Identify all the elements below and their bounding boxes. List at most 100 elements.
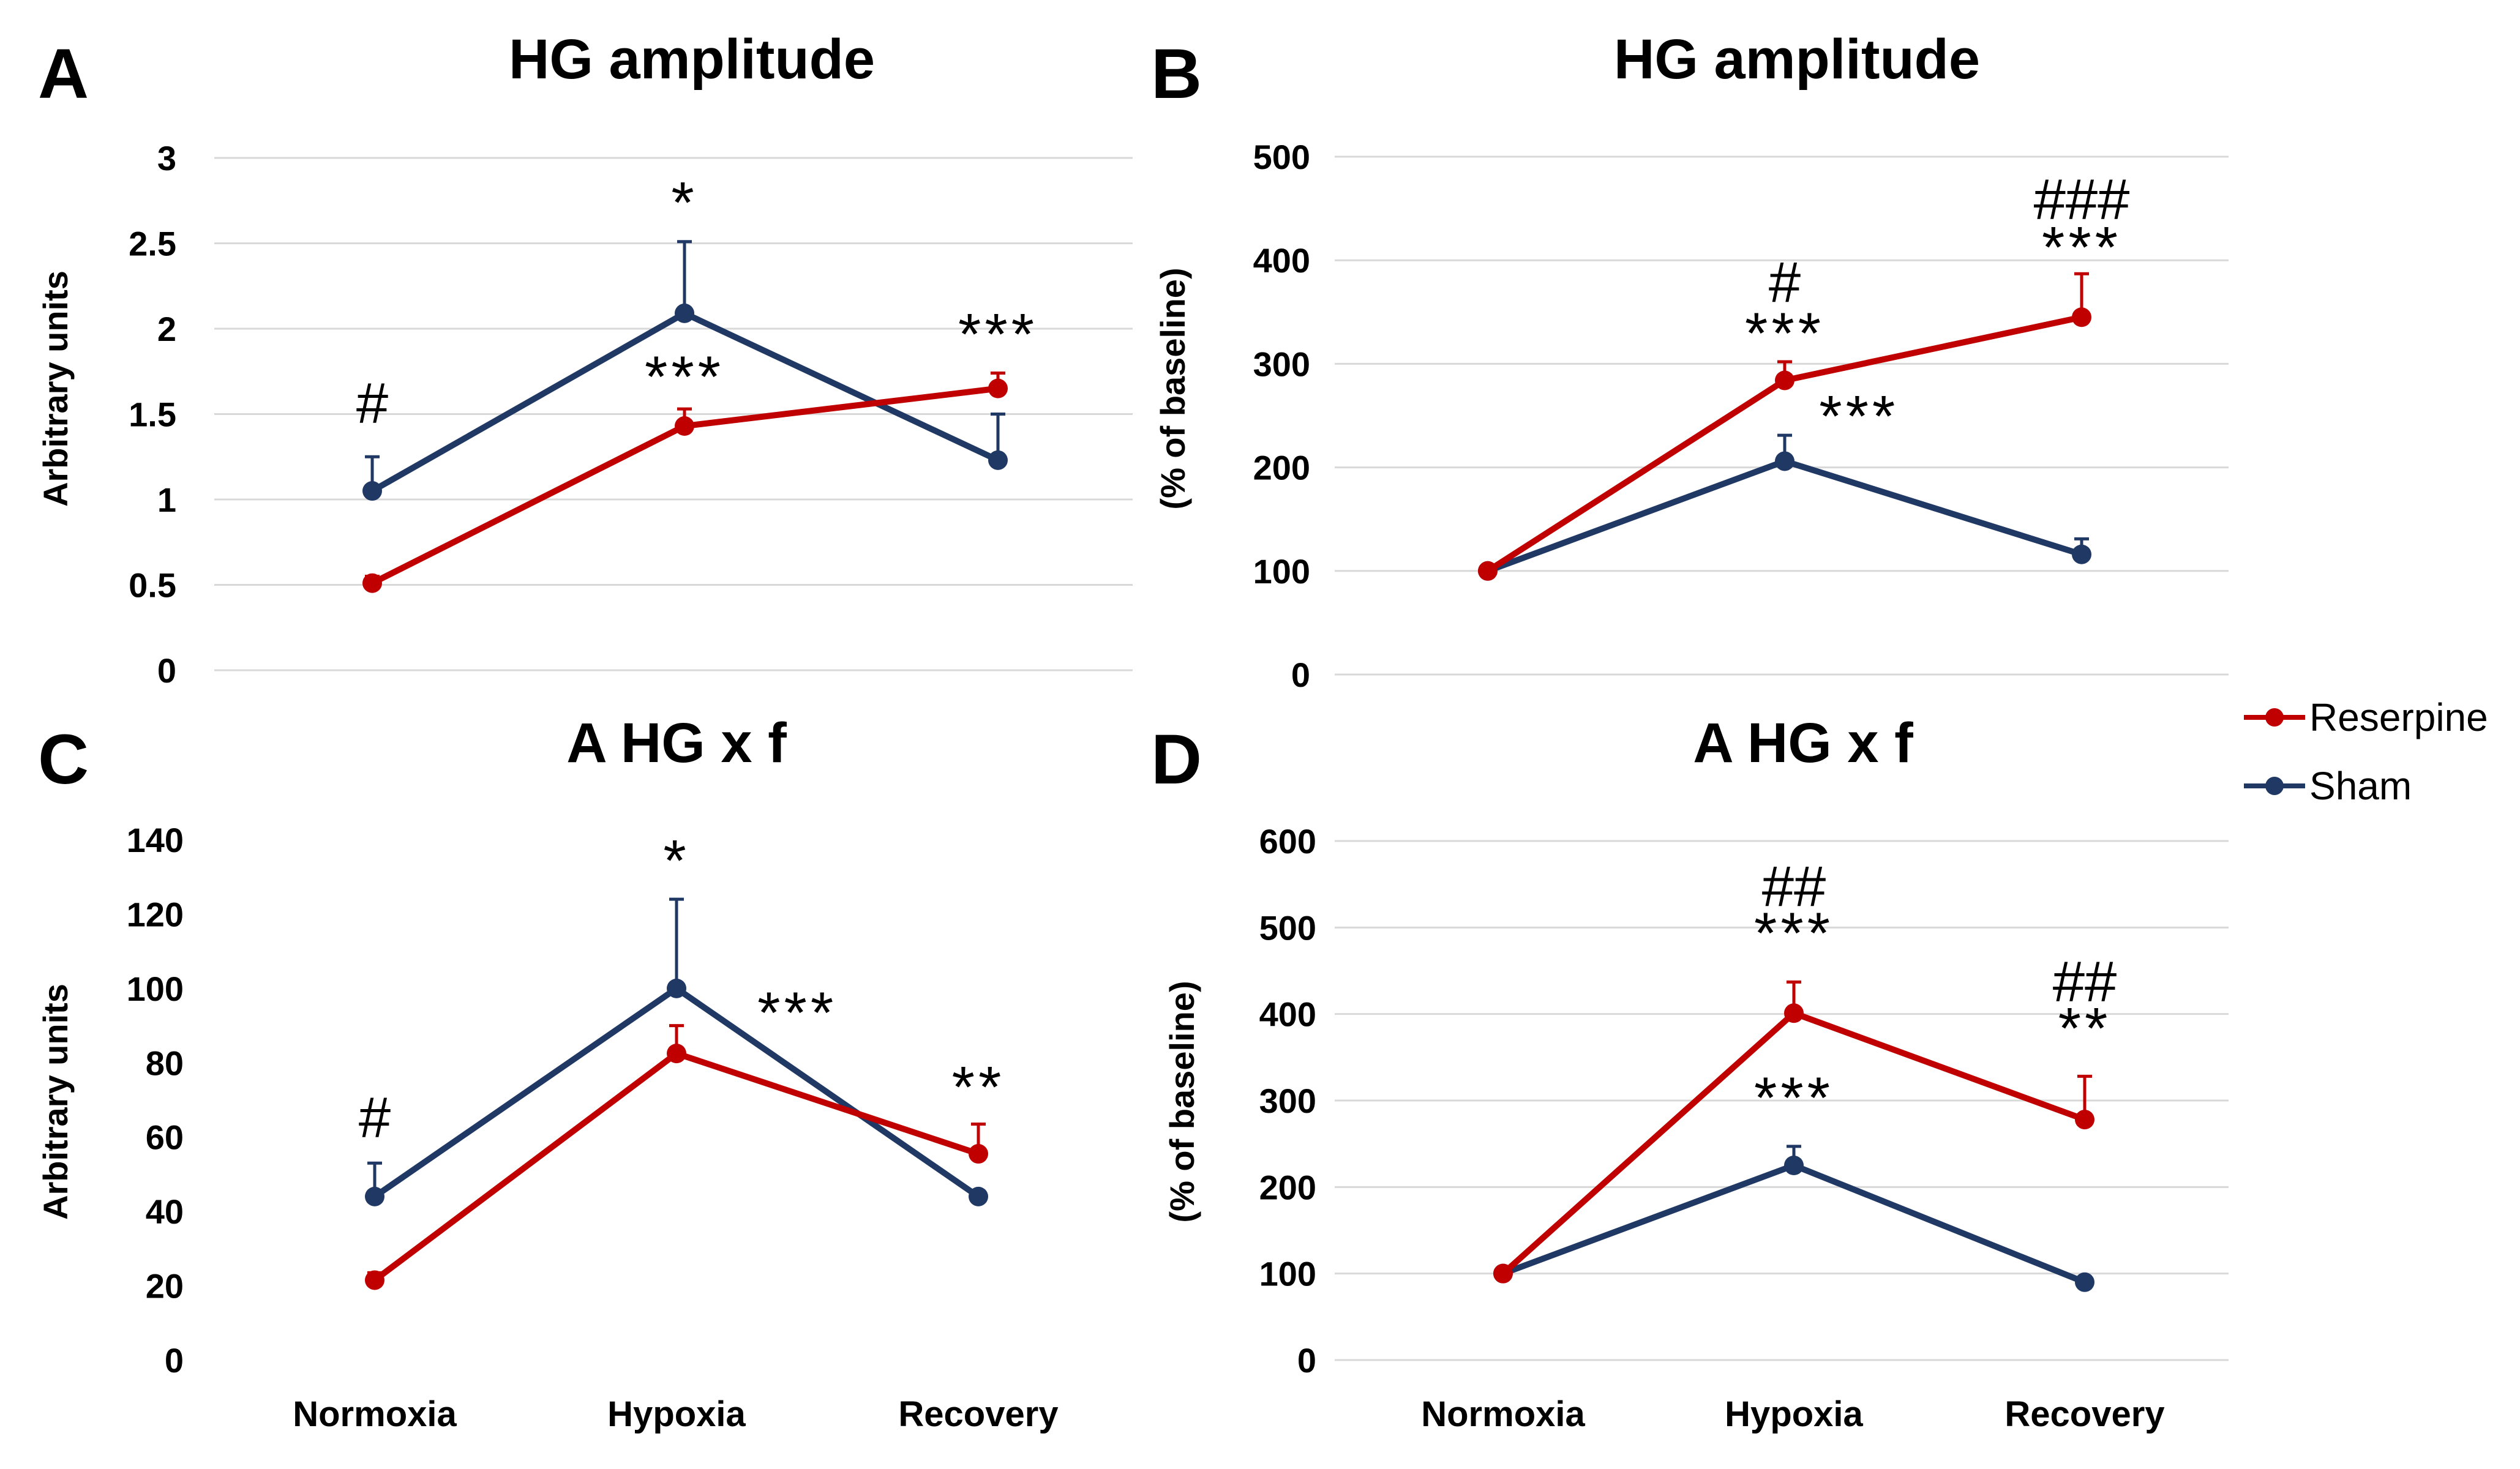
- annotation-c-2: ***: [757, 981, 837, 1046]
- point-c-sham-normoxia: [365, 1186, 384, 1206]
- y-tick-d-6: 600: [1259, 822, 1316, 861]
- annotation-a-0: #: [356, 370, 388, 435]
- y-tick-b-2: 200: [1253, 449, 1310, 487]
- point-d-reserpine-recovery: [2075, 1110, 2094, 1130]
- y-tick-a-1: 0.5: [129, 566, 176, 605]
- point-a-sham-normoxia: [362, 481, 382, 501]
- legend-reserpine-label: Reserpine: [2309, 695, 2488, 739]
- panel-c-ylabel: Arbitrary units: [36, 984, 75, 1220]
- series-line-d-sham: [1502, 1162, 2086, 1285]
- y-tick-b-3: 300: [1253, 345, 1310, 383]
- panel-b-ylabel: (% of baseline): [1153, 267, 1192, 509]
- legend-sham-marker: [2265, 777, 2284, 795]
- y-tick-b-1: 100: [1253, 552, 1310, 591]
- annotation-c-0: #: [359, 1085, 391, 1149]
- point-b-reserpine-hypoxia: [1775, 370, 1794, 391]
- annotation-b-4: ***: [2042, 215, 2121, 280]
- panel-letter-d: D: [1151, 720, 1202, 799]
- point-d-reserpine-normoxia: [1493, 1263, 1513, 1284]
- panel-c-title: A HG x f: [566, 712, 787, 774]
- y-tick-c-2: 40: [146, 1192, 184, 1231]
- point-c-sham-hypoxia: [667, 978, 686, 998]
- point-c-reserpine-recovery: [969, 1144, 988, 1164]
- y-tick-a-3: 1.5: [129, 395, 176, 434]
- y-tick-b-4: 400: [1253, 241, 1310, 280]
- y-tick-c-6: 120: [127, 895, 184, 933]
- annotation-a-1: *: [671, 170, 697, 236]
- series-line-c-reserpine: [372, 1050, 980, 1283]
- annotation-d-4: **: [2058, 996, 2112, 1061]
- panel-a-ylabel: Arbitrary units: [36, 271, 75, 507]
- point-d-reserpine-hypoxia: [1784, 1003, 1804, 1023]
- annotation-a-2: ***: [645, 345, 724, 410]
- x-tick-d-normoxia: Normoxia: [1421, 1394, 1585, 1434]
- y-tick-b-5: 500: [1253, 138, 1310, 176]
- x-tick-c-normoxia: Normoxia: [293, 1394, 457, 1434]
- y-tick-b-0: 0: [1291, 656, 1310, 694]
- y-tick-d-3: 300: [1259, 1082, 1316, 1120]
- y-tick-a-5: 2.5: [129, 225, 176, 263]
- panel-letter-b: B: [1151, 35, 1202, 113]
- y-tick-c-0: 0: [165, 1341, 184, 1380]
- point-a-sham-hypoxia: [675, 303, 694, 323]
- point-c-sham-recovery: [969, 1186, 988, 1206]
- annotation-b-3: ###: [2034, 167, 2130, 231]
- legend-reserpine-marker: [2265, 708, 2284, 727]
- annotation-b-0: #: [1769, 250, 1801, 314]
- x-tick-d-recovery: Recovery: [2004, 1394, 2164, 1434]
- legend-item-reserpine: Reserpine: [2244, 695, 2488, 739]
- panel-d-plot: 0 100 200 300 400 500 600 Normoxia Hypoxia Recove…: [1259, 822, 2229, 1434]
- point-a-sham-recovery: [988, 450, 1008, 470]
- y-tick-a-4: 2: [157, 310, 176, 348]
- panel-b-title: HG amplitude: [1614, 28, 1980, 91]
- x-tick-c-hypoxia: Hypoxia: [607, 1394, 746, 1434]
- point-b-sham-recovery: [2072, 544, 2091, 564]
- panel-a-plot: 00.511.522.53#*******: [129, 139, 1133, 690]
- point-a-reserpine-normoxia: [362, 573, 382, 593]
- y-tick-d-0: 0: [1297, 1341, 1316, 1380]
- y-tick-c-1: 20: [146, 1267, 184, 1306]
- point-a-reserpine-recovery: [988, 378, 1008, 398]
- point-c-reserpine-normoxia: [365, 1270, 384, 1290]
- y-tick-d-2: 200: [1259, 1168, 1316, 1206]
- point-b-reserpine-recovery: [2072, 307, 2091, 327]
- panel-c: C A HG x f Arbitrary units 0 20 40 60 80 100 1…: [36, 712, 1059, 1434]
- panel-letter-c: C: [38, 720, 89, 799]
- x-tick-d-hypoxia: Hypoxia: [1725, 1394, 1863, 1434]
- panel-d: D A HG x f (% of baseline) 0 100 200 300 400…: [1151, 712, 2229, 1434]
- y-tick-a-6: 3: [157, 139, 176, 178]
- series-line-d-reserpine: [1501, 1010, 2086, 1276]
- annotation-d-0: ##: [1762, 854, 1826, 918]
- y-tick-d-5: 500: [1259, 908, 1316, 947]
- panel-d-title: A HG x f: [1693, 712, 1913, 774]
- y-tick-d-1: 100: [1259, 1255, 1316, 1293]
- y-tick-a-0: 0: [157, 651, 176, 690]
- annotation-a-3: ***: [958, 302, 1038, 367]
- point-b-sham-hypoxia: [1775, 451, 1794, 471]
- point-b-reserpine-normoxia: [1478, 561, 1498, 581]
- panel-b: B HG amplitude (% of baseline) 0 100 200 30…: [1151, 28, 2229, 694]
- annotation-c-1: *: [663, 828, 689, 894]
- point-c-reserpine-hypoxia: [667, 1044, 686, 1064]
- point-a-reserpine-hypoxia: [675, 416, 694, 436]
- panel-a-title: HG amplitude: [509, 28, 875, 91]
- annotation-d-3: ##: [2053, 949, 2117, 1013]
- panel-letter-a: A: [38, 35, 89, 113]
- y-tick-c-5: 100: [127, 970, 184, 1008]
- series-line-c-sham: [373, 985, 980, 1199]
- y-tick-d-4: 400: [1259, 995, 1316, 1034]
- annotation-d-2: ***: [1754, 1065, 1834, 1131]
- legend: Reserpine Sham: [2244, 695, 2488, 808]
- legend-item-sham: Sham: [2244, 764, 2412, 808]
- panel-d-ylabel: (% of baseline): [1163, 981, 1201, 1222]
- annotation-c-3: **: [952, 1055, 1005, 1120]
- annotation-b-1: ***: [1745, 301, 1824, 366]
- panel-c-plot: 0 20 40 60 80 100 120 140 Normoxia Hypoxia Recover…: [127, 821, 1059, 1434]
- legend-sham-label: Sham: [2309, 764, 2412, 808]
- y-tick-c-3: 60: [146, 1118, 184, 1157]
- y-tick-a-2: 1: [157, 480, 176, 519]
- point-d-sham-hypoxia: [1784, 1156, 1804, 1175]
- x-tick-c-recovery: Recovery: [898, 1394, 1058, 1434]
